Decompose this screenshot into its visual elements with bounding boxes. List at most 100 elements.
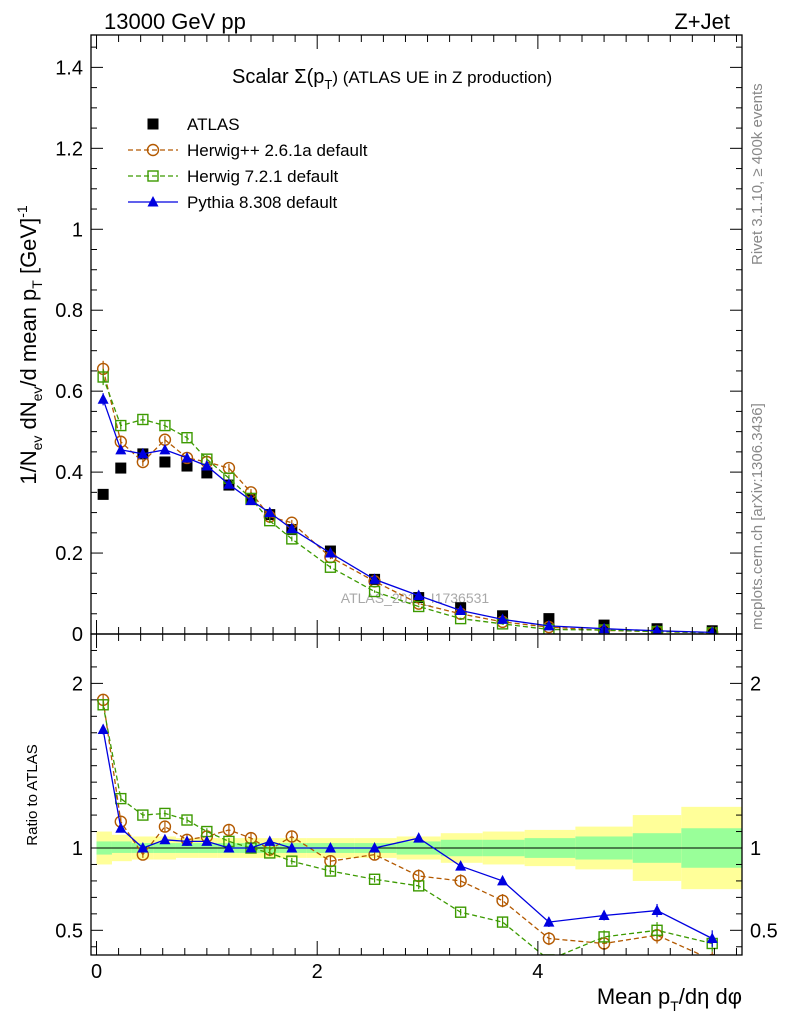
ratio-point-pythia-8-308-default [413,832,425,843]
legend-item-herwig-7-2-1-default: Herwig 7.2.1 default [128,167,338,186]
main-point-pythia-8-308-default [97,393,109,404]
main-y-tick-label: 1.4 [55,57,83,79]
main-y-axis-label: 1/Nev dNev/d mean pT [GeV]-1 [14,205,45,485]
rivet-credit: Rivet 3.1.10, ≥ 400k events [749,83,766,265]
ratio-point-pythia-8-308-default [223,842,235,853]
x-axis-label-tail: /dη dφ [679,984,742,1009]
main-point-pythia-8-308-default [497,613,509,624]
ratio-point-pythia-8-308-default [159,833,171,845]
ratio-point-herwig-7-2-1-default [413,880,425,892]
main-y-tick-label: 0 [72,624,83,646]
main-ylabel-d-sup: -1 [14,205,30,218]
legend-marker-herwig-2-6-1a-default [146,143,160,157]
ratio-point-herwig-2-6-1a-default [496,894,509,907]
main-point-pythia-8-308-default [181,451,193,463]
header-left: 13000 GeV pp [104,9,246,34]
main-ylabel-b: dN [16,401,41,435]
main-y-tick-label: 0.4 [55,462,83,484]
ratio-point-pythia-8-308-default [181,835,193,846]
main-point-pythia-8-308-default [264,506,276,518]
ratio-point-herwig-7-2-1-default [454,906,467,918]
main-point-pythia-8-308-default [223,478,235,489]
ratio-point-pythia-8-308-default [245,842,257,853]
ratio-point-pythia-8-308-default [137,842,149,853]
ratio-y-tick-label-right: 0.5 [750,920,778,942]
ratio-point-herwig-2-6-1a-default [542,932,556,945]
main-ylabel-c-sub: T [29,280,45,289]
ratio-point-herwig-7-2-1-default [543,954,555,955]
ratio-point-herwig-7-2-1-default [651,924,663,937]
plot-title-main: Scalar Σ(p [232,66,324,88]
legend-item-atlas: ATLAS [147,115,240,134]
x-tick-label: 2 [312,961,323,983]
x-tick-label: 4 [532,961,543,983]
legend-label-herwig-2-6-1a-default: Herwig++ 2.6.1a default [187,141,368,160]
ratio-point-herwig-7-2-1-default [264,847,276,859]
main-point-herwig-7-2-1-default [97,371,109,383]
legend: ATLAS Herwig++ 2.6.1a default Herwig 7.2.1… [128,115,368,212]
main-point-atlas [181,460,193,472]
main-point-pythia-8-308-default [159,443,171,455]
ratio-y-tick-label: 2 [72,673,83,695]
plot-title: Scalar Σ(pT) (ATLAS UE in Z production) [232,66,552,92]
legend-label-atlas: ATLAS [187,115,240,134]
x-ticks: 0 2 4 [91,35,737,983]
main-point-pythia-8-308-default [245,494,257,505]
main-point-atlas [159,456,171,468]
main-ylabel-c: /d mean p [16,289,41,387]
ratio-point-herwig-2-6-1a-default [454,874,467,888]
main-point-herwig-7-2-1-default [115,419,127,432]
plot-title-tail: ) (ATLAS UE in Z production) [332,68,552,87]
main-point-pythia-8-308-default [137,447,149,459]
main-series-pythia-8-308-default [97,393,717,634]
ratio-point-pythia-8-308-default [598,909,610,920]
ratio-point-pythia-8-308-default [543,916,555,927]
ratio-y-tick-label-right: 1 [750,838,761,860]
ratio-point-herwig-7-2-1-default [97,699,109,711]
main-point-pythia-8-308-default [652,624,662,634]
main-ylabel-b-sub: ev [29,387,45,402]
main-point-atlas [115,462,127,474]
legend-marker-pythia-8-308-default [147,196,159,207]
main-series-layer [96,360,719,634]
legend-label-pythia-8-308-default: Pythia 8.308 default [187,193,338,212]
main-point-pythia-8-308-default [324,547,336,558]
ratio-y-tick-label: 0.5 [55,920,83,942]
ratio-point-herwig-7-2-1-default [496,916,509,928]
ratio-point-herwig-7-2-1-default [286,855,298,867]
band-inner-segment [111,841,132,853]
main-point-herwig-7-2-1-default [137,413,149,426]
main-point-pythia-8-308-default [543,619,555,631]
main-ylabel-a: 1/N [16,450,41,484]
legend-marker-atlas [147,118,159,130]
main-point-herwig-7-2-1-default [181,432,193,444]
main-point-pythia-8-308-default [201,460,213,471]
x-axis-label-main: Mean p [597,984,670,1009]
ratio-point-herwig-7-2-1-default [598,931,610,943]
ratio-y-tick-label-right: 2 [750,673,761,695]
main-y-tick-label: 0.8 [55,300,83,322]
legend-item-herwig-2-6-1a-default: Herwig++ 2.6.1a default [128,141,368,160]
main-point-atlas [97,488,109,500]
ratio-frame [90,633,743,956]
ratio-series-pythia-8-308-default [97,723,718,947]
main-y-tick-label: 1 [72,219,83,241]
ratio-point-pythia-8-308-default [286,842,298,853]
ratio-series-herwig-7-2-1-default [97,699,718,955]
main-point-herwig-7-2-1-default [159,419,171,432]
ratio-point-pythia-8-308-default [115,822,127,833]
main-y-tick-label: 0.2 [55,543,83,565]
main-point-pythia-8-308-default [413,589,425,601]
ratio-point-herwig-2-6-1a-default [222,823,236,837]
main-panel: 0 0.2 0.4 0.6 0.8 1 1.2 1.4 [55,34,743,646]
ratio-point-pythia-8-308-default [651,904,663,916]
ratio-y-ticks: 0.5 0.5 1 1 2 2 [55,649,778,948]
ratio-point-herwig-2-6-1a-default [158,820,172,833]
ratio-panel: 0.5 0.5 1 1 2 2 0 2 4 [55,35,778,983]
main-ylabel-d: [GeV] [16,218,41,280]
ratio-point-herwig-7-2-1-default [324,865,337,877]
main-point-herwig-7-2-1-default [413,600,425,613]
ratio-point-herwig-2-6-1a-default [285,830,299,843]
legend-item-pythia-8-308-default: Pythia 8.308 default [128,193,338,212]
main-point-atlas [543,613,555,625]
